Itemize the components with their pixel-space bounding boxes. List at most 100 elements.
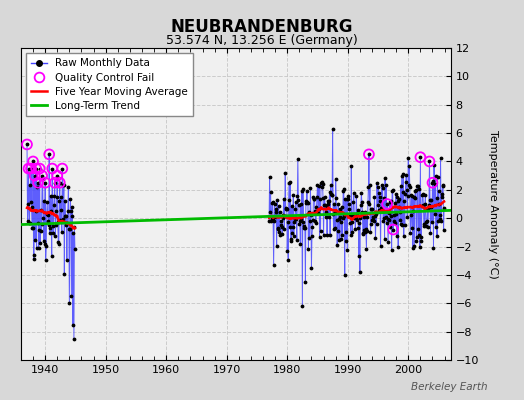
Point (68, 204, 76, 210)
Point (356, 269, 364, 276)
Point (280, 213, 289, 220)
Point (438, 194, 446, 200)
Point (421, 200, 429, 207)
Point (46, 225, 54, 231)
Point (37, 207, 45, 213)
Point (45, 151, 53, 158)
Point (363, 228, 372, 234)
Point (49, 223, 57, 230)
Point (25, 220, 34, 226)
Point (427, 204, 435, 210)
Text: Berkeley Earth: Berkeley Earth (411, 382, 487, 392)
Point (329, 211, 337, 218)
Point (30, 172, 39, 179)
Point (269, 217, 277, 223)
Point (321, 214, 330, 220)
Point (27, 165, 35, 172)
Point (341, 196, 350, 202)
Point (283, 248, 291, 254)
Point (351, 214, 359, 220)
Point (302, 198, 311, 204)
Point (298, 303, 307, 309)
Point (281, 170, 289, 177)
Point (291, 216, 299, 222)
Point (24, 218, 32, 224)
Point (428, 180, 436, 186)
Text: NEUBRANDENBURG: NEUBRANDENBURG (171, 18, 353, 36)
Point (336, 219, 345, 225)
Point (268, 198, 277, 205)
Point (383, 201, 391, 207)
Point (376, 198, 384, 204)
Point (385, 210, 394, 217)
Point (35, 245, 43, 252)
Point (268, 200, 276, 206)
Point (440, 226, 448, 233)
Point (436, 154, 445, 161)
Point (51, 233, 59, 239)
Point (392, 210, 400, 217)
Point (332, 176, 340, 182)
Point (64, 207, 72, 214)
Point (373, 202, 381, 208)
Point (403, 214, 411, 220)
Point (395, 204, 403, 210)
Point (52, 208, 60, 214)
Point (42, 243, 50, 250)
Point (362, 226, 370, 233)
Point (402, 186, 411, 193)
Point (365, 200, 374, 207)
Point (403, 192, 412, 199)
Point (41, 180, 49, 186)
Point (301, 225, 309, 231)
Point (55, 198, 63, 204)
Point (367, 220, 375, 227)
Point (300, 222, 309, 229)
Point (419, 202, 428, 209)
Point (414, 226, 422, 233)
Point (319, 181, 327, 188)
Point (277, 218, 285, 224)
Point (332, 194, 341, 201)
Point (53, 219, 62, 225)
Point (304, 200, 312, 206)
Point (364, 199, 372, 205)
Point (381, 175, 389, 181)
Point (399, 188, 407, 195)
Point (45, 151, 53, 158)
Point (380, 236, 389, 243)
Point (292, 199, 300, 205)
Point (275, 203, 283, 209)
Point (377, 181, 386, 188)
Point (324, 214, 333, 220)
Point (266, 188, 275, 195)
Point (333, 228, 342, 234)
Point (26, 181, 34, 188)
Point (305, 209, 313, 216)
Point (40, 241, 49, 247)
Point (418, 203, 426, 210)
Point (270, 218, 278, 224)
Point (295, 221, 303, 227)
Point (70, 336, 78, 342)
Point (29, 158, 37, 165)
Point (388, 188, 396, 195)
Point (26, 199, 35, 205)
Point (287, 237, 296, 244)
Point (399, 232, 408, 239)
Point (370, 194, 379, 200)
Point (62, 221, 70, 228)
Point (339, 188, 347, 194)
Point (412, 238, 421, 245)
Point (388, 186, 397, 193)
Point (272, 209, 280, 216)
Point (284, 256, 292, 263)
Point (335, 206, 344, 212)
Point (276, 231, 285, 238)
Point (297, 216, 305, 222)
Point (328, 191, 336, 198)
Point (359, 214, 368, 220)
Point (350, 190, 358, 196)
Point (282, 205, 291, 212)
Point (38, 176, 47, 182)
